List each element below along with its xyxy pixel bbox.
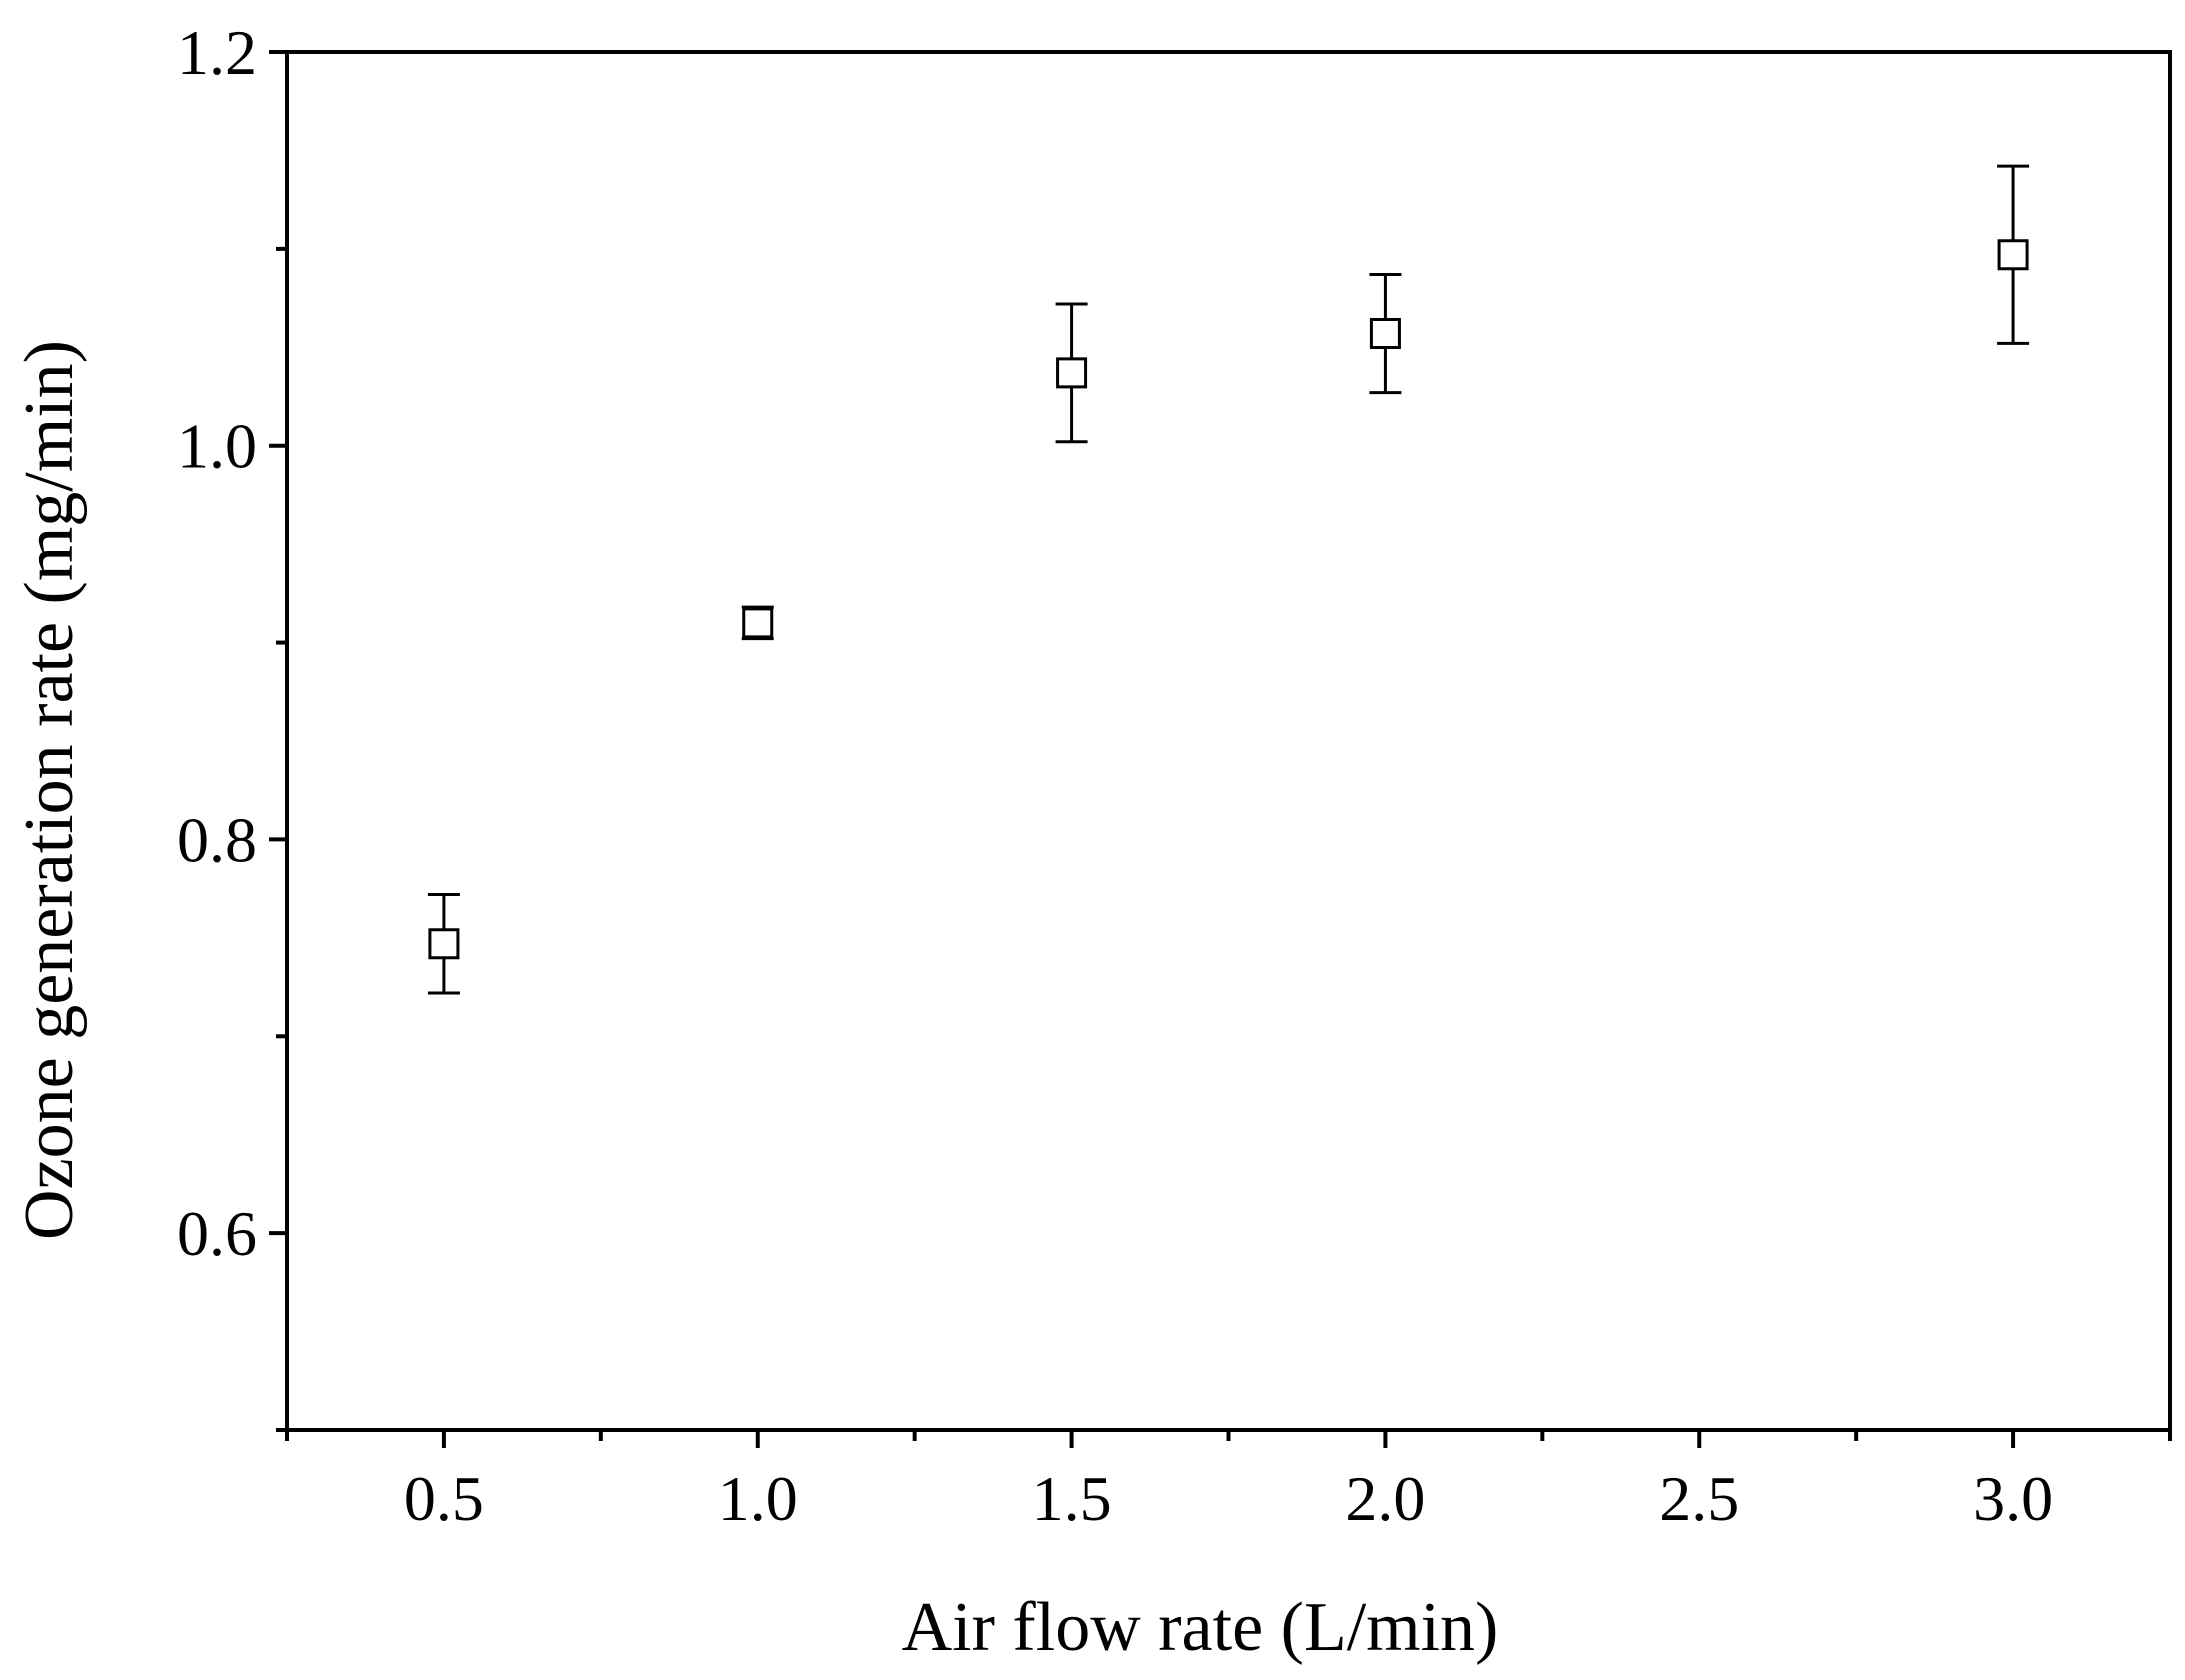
x-tick-label: 1.0: [718, 1463, 798, 1534]
x-tick-label: 3.0: [1973, 1463, 2053, 1534]
x-axis-ticks: 0.5 1.0 1.5 2.0 2.5 3.0: [285, 1430, 2172, 1534]
data-points: [427, 164, 2030, 995]
y-axis-title: Ozone generation rate (mg/min): [11, 340, 88, 1240]
y-tick-label: 1.0: [177, 411, 257, 482]
plot-frame: [285, 50, 2172, 1432]
data-point: [741, 605, 774, 641]
data-point: [1369, 272, 1402, 395]
data-point: [1055, 302, 1088, 444]
square-marker: [428, 928, 460, 960]
square-marker: [742, 607, 774, 639]
y-tick-label: 1.2: [177, 17, 257, 88]
y-axis-ticks: 0.6 0.8 1.0 1.2: [177, 17, 287, 1432]
x-tick-label: 2.0: [1345, 1463, 1425, 1534]
square-marker: [1369, 318, 1401, 350]
x-tick-label: 0.5: [404, 1463, 484, 1534]
square-marker: [1997, 239, 2029, 271]
x-tick-label: 1.5: [1032, 1463, 1112, 1534]
y-tick-label: 0.8: [177, 804, 257, 875]
plot-border: [285, 50, 2172, 1432]
data-point: [427, 893, 460, 995]
data-point: [1997, 164, 2030, 345]
x-tick-label: 2.5: [1659, 1463, 1739, 1534]
y-tick-label: 0.6: [177, 1198, 257, 1269]
x-axis-title: Air flow rate (L/min): [902, 1589, 1499, 1666]
square-marker: [1056, 357, 1088, 389]
